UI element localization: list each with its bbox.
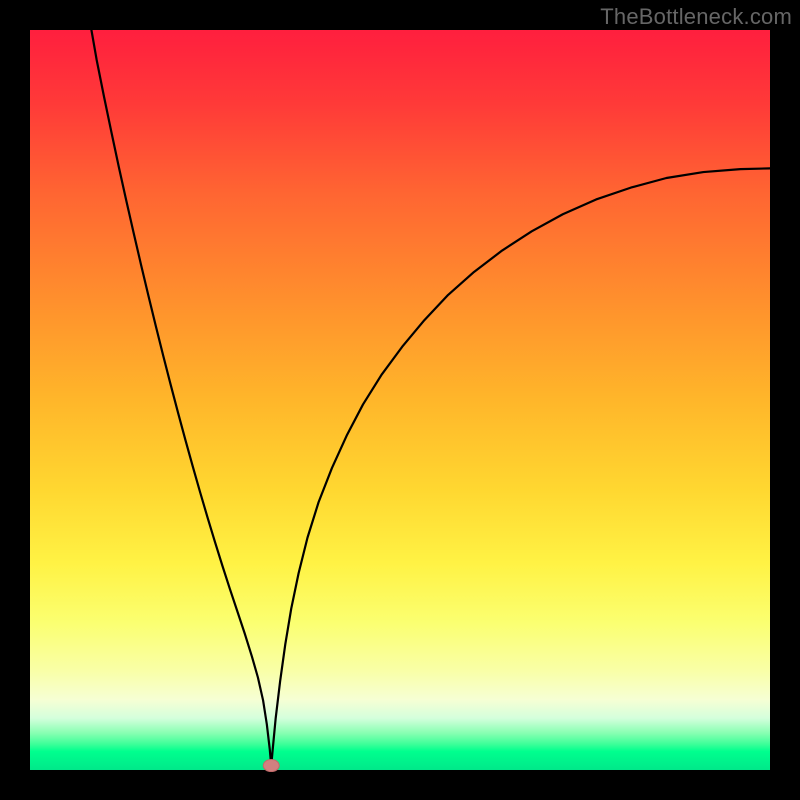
- plot-gradient-background: [30, 30, 770, 770]
- watermark-text: TheBottleneck.com: [600, 4, 792, 30]
- optimal-point-marker: [263, 760, 279, 772]
- bottleneck-chart: [0, 0, 800, 800]
